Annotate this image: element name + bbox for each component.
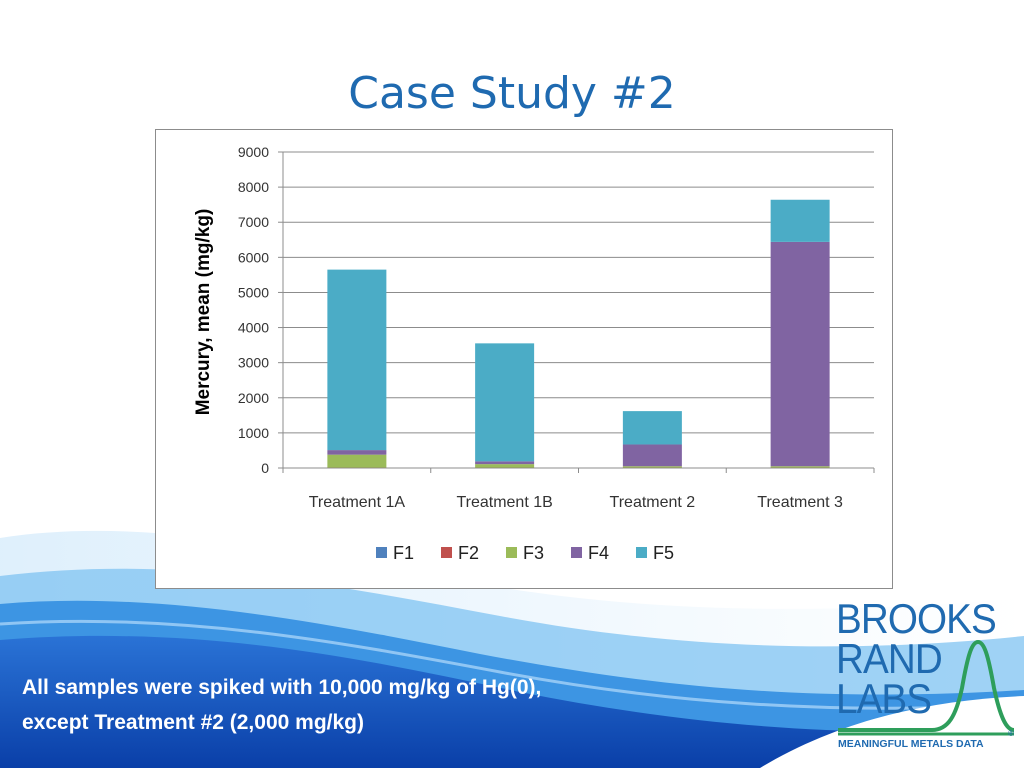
legend: F1 F2 F3 F4 F5 [376, 543, 674, 563]
legend-label: F2 [458, 543, 479, 563]
brand-logo: BROOKS RAND LABS ® MEANINGFUL METALS DAT… [836, 598, 1016, 756]
legend-label: F3 [523, 543, 544, 563]
bar-f5-1 [327, 269, 387, 451]
bars [327, 199, 830, 468]
legend-label: F4 [588, 543, 609, 563]
bar-f3-3 [622, 466, 682, 468]
wave-background [0, 530, 1024, 768]
caption-line-2: except Treatment #2 (2,000 mg/kg) [22, 711, 364, 734]
bar-f4-3 [622, 444, 682, 467]
stacked-bar-chart: 0 1000 2000 3000 4000 5000 6000 7000 8000 9000 Tr… [193, 144, 875, 563]
legend-label: F5 [653, 543, 674, 563]
legend-swatch [506, 547, 517, 558]
caption: All samples were spiked with 10,000 mg/k… [22, 670, 782, 740]
logo-peak-mark [838, 639, 1015, 736]
legend-swatch [571, 547, 582, 558]
x-tick-label: Treatment 3 [757, 494, 843, 511]
bar-f4-4 [770, 241, 830, 467]
x-tick-labels: Treatment 1A Treatment 1B Treatment 2 Treat… [309, 494, 843, 511]
y-tick-label: 9000 [238, 144, 269, 160]
bar-f4-1 [327, 450, 387, 455]
legend-swatch [441, 547, 452, 558]
y-tick-label: 6000 [238, 249, 269, 265]
y-tick-labels: 0 1000 2000 3000 4000 5000 6000 7000 8000 9000 [238, 144, 269, 476]
logo-word-brooks: BROOKS [836, 595, 997, 642]
y-tick-label: 7000 [238, 214, 269, 230]
logo-word-rand: RAND [836, 635, 943, 682]
y-tick-label: 3000 [238, 355, 269, 371]
legend-swatch [376, 547, 387, 558]
bar-f5-4 [770, 199, 830, 242]
logo-word-labs: LABS [836, 675, 932, 722]
x-tick-label: Treatment 1A [309, 494, 406, 511]
bar-f5-3 [622, 411, 682, 445]
bar-f3-2 [475, 464, 535, 468]
y-tick-label: 2000 [238, 390, 269, 406]
chart-frame: 0 1000 2000 3000 4000 5000 6000 7000 8000 9000 Tr… [155, 129, 893, 589]
y-axis-label: Mercury, mean (mg/kg) [193, 209, 214, 416]
y-tick-label: 5000 [238, 284, 269, 300]
y-tick-label: 1000 [238, 425, 269, 441]
x-tick-label: Treatment 1B [456, 494, 552, 511]
bar-f5-2 [475, 343, 535, 462]
bar-f3-4 [770, 466, 830, 468]
y-tick-label: 0 [261, 460, 269, 476]
legend-swatch [636, 547, 647, 558]
legend-label: F1 [393, 543, 414, 563]
caption-line-1: All samples were spiked with 10,000 mg/k… [22, 676, 542, 699]
registered-mark: ® [1008, 729, 1014, 738]
logo-tagline: MEANINGFUL METALS DATA [838, 738, 984, 750]
slide-title: Case Study #2 [348, 68, 676, 119]
y-tick-label: 8000 [238, 179, 269, 195]
bar-f3-1 [327, 454, 387, 468]
bar-f4-2 [475, 461, 535, 465]
x-tick-label: Treatment 2 [610, 494, 696, 511]
y-tick-label: 4000 [238, 320, 269, 336]
